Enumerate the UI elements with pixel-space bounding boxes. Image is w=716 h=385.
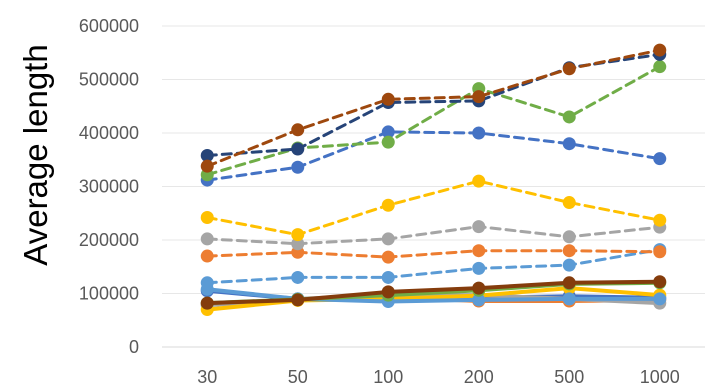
data-point — [653, 213, 667, 227]
data-point — [381, 232, 395, 246]
data-point — [381, 250, 395, 264]
y-tick-label: 400000 — [79, 123, 139, 143]
data-point — [381, 285, 395, 299]
data-point — [562, 196, 576, 210]
y-axis-label: Average length — [17, 44, 54, 265]
data-point — [381, 270, 395, 284]
data-point — [562, 244, 576, 258]
data-point — [291, 142, 305, 156]
data-point — [200, 249, 214, 263]
y-tick-label: 0 — [129, 337, 139, 357]
data-point — [562, 62, 576, 76]
data-point — [472, 90, 486, 104]
y-tick-label: 100000 — [79, 284, 139, 304]
data-point — [291, 123, 305, 137]
data-point — [653, 60, 667, 74]
data-point — [472, 244, 486, 258]
series-line — [205, 279, 662, 306]
x-tick-label: 1000 — [640, 367, 680, 385]
data-point — [653, 152, 667, 166]
series-7-solid — [200, 275, 667, 310]
data-point — [200, 232, 214, 246]
data-point — [200, 276, 214, 290]
y-tick-labels: 0 100000 200000 300000 400000 500000 600000 — [79, 16, 139, 357]
data-point — [653, 43, 667, 57]
series-10-dashed — [200, 220, 667, 251]
data-point — [472, 220, 486, 234]
data-point — [562, 292, 576, 306]
data-point — [291, 228, 305, 242]
data-point — [381, 92, 395, 106]
series-11-dashed — [200, 174, 667, 242]
data-point — [562, 276, 576, 290]
series-13-dashed — [200, 60, 667, 182]
data-point — [472, 126, 486, 140]
x-tick-label: 30 — [197, 367, 217, 385]
data-point — [381, 135, 395, 149]
y-tick-label: 500000 — [79, 70, 139, 90]
data-point — [653, 292, 667, 306]
series-line — [205, 287, 662, 304]
data-point — [472, 281, 486, 295]
series-line — [205, 130, 662, 182]
data-point — [472, 261, 486, 275]
data-point — [653, 275, 667, 289]
data-point — [200, 296, 214, 310]
series-line — [205, 249, 662, 259]
x-tick-label: 500 — [554, 367, 584, 385]
y-tick-label: 600000 — [79, 16, 139, 36]
data-point — [381, 125, 395, 139]
series-14-dashed — [200, 47, 667, 162]
data-point — [200, 148, 214, 162]
data-point — [291, 160, 305, 174]
x-tick-labels: 30 50 100 200 500 1000 — [197, 367, 680, 385]
data-point — [381, 198, 395, 212]
data-point — [291, 270, 305, 284]
data-point — [653, 245, 667, 259]
x-tick-label: 50 — [288, 367, 308, 385]
data-point — [562, 137, 576, 151]
data-point — [472, 174, 486, 188]
x-tick-label: 100 — [373, 367, 403, 385]
series-15-dashed — [200, 43, 667, 173]
data-point — [472, 293, 486, 307]
series-lines — [200, 43, 667, 317]
x-tick-label: 200 — [464, 367, 494, 385]
data-point — [562, 110, 576, 124]
series-line — [205, 65, 662, 177]
data-point — [200, 211, 214, 225]
series-line — [205, 248, 662, 285]
data-point — [291, 237, 305, 251]
data-point — [562, 258, 576, 272]
data-point — [562, 230, 576, 244]
series-line — [205, 179, 662, 237]
y-tick-label: 300000 — [79, 177, 139, 197]
data-point — [291, 293, 305, 307]
series-line — [205, 48, 662, 168]
y-tick-label: 200000 — [79, 230, 139, 250]
series-line — [205, 225, 662, 246]
data-point — [200, 159, 214, 173]
